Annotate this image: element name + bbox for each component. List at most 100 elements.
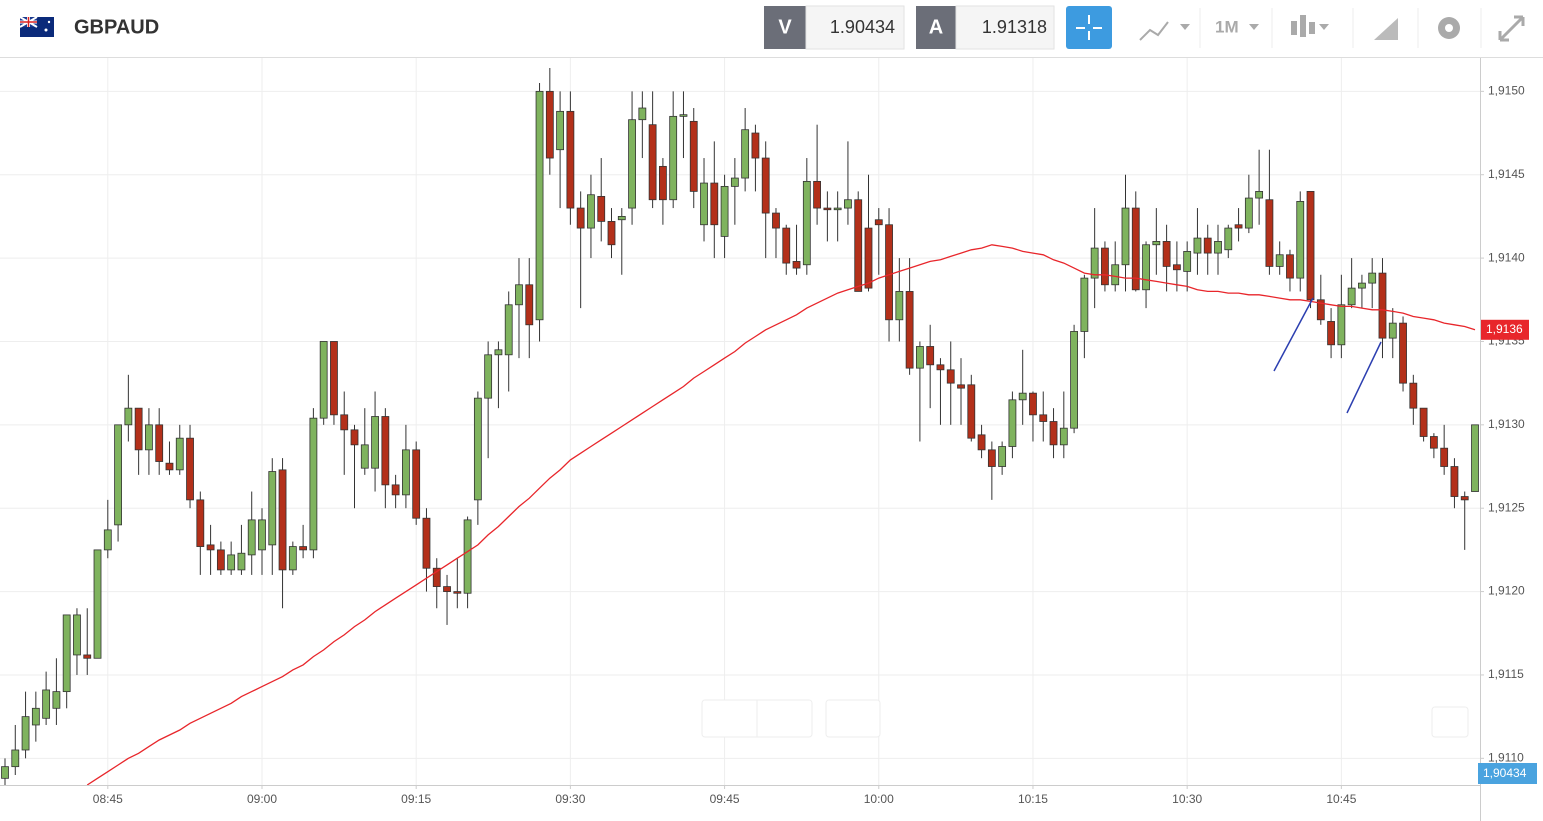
crosshair-button[interactable] bbox=[1066, 6, 1112, 49]
candle-body bbox=[1460, 496, 1469, 501]
chart-type-icon[interactable] bbox=[1139, 21, 1169, 41]
candle-body bbox=[443, 586, 451, 592]
reset-button[interactable] bbox=[825, 699, 881, 738]
candle-body bbox=[1080, 277, 1089, 332]
candle-body bbox=[258, 519, 266, 551]
y-tick-label: 1,9120 bbox=[1488, 584, 1525, 598]
candle-body bbox=[1306, 190, 1315, 301]
candle-body bbox=[504, 304, 513, 356]
candle-icon[interactable] bbox=[1291, 15, 1315, 37]
candle-body bbox=[350, 429, 359, 446]
candle-body bbox=[1090, 247, 1099, 279]
candle-body bbox=[792, 261, 801, 269]
candle-body bbox=[926, 346, 935, 366]
candle-body bbox=[1, 766, 9, 779]
candle-body bbox=[453, 591, 462, 594]
candle-body bbox=[1409, 382, 1418, 409]
candle-body bbox=[782, 227, 791, 264]
candle-body bbox=[473, 397, 482, 501]
candle-body bbox=[1429, 436, 1438, 449]
candle-body bbox=[998, 446, 1007, 467]
ask-button[interactable] bbox=[916, 6, 956, 49]
ma-price-marker bbox=[1481, 319, 1529, 340]
trend-line[interactable] bbox=[1346, 341, 1382, 414]
candle-body bbox=[1255, 190, 1264, 199]
candle-body bbox=[432, 567, 441, 587]
x-tick-label: 09:30 bbox=[555, 792, 585, 806]
candle-body bbox=[895, 291, 904, 321]
dropdown-arrow bbox=[1180, 24, 1190, 30]
candle-body bbox=[700, 182, 708, 226]
candle-body bbox=[689, 120, 698, 192]
candle-body bbox=[1224, 227, 1233, 251]
candle-body bbox=[1316, 299, 1325, 321]
candle-body bbox=[823, 207, 832, 211]
candle-body bbox=[885, 224, 893, 321]
candle-body bbox=[1214, 241, 1222, 254]
candle-body bbox=[1142, 244, 1150, 291]
candle-body bbox=[597, 195, 606, 222]
candle-body bbox=[587, 194, 595, 229]
ask-label: A bbox=[929, 16, 943, 38]
candle-body bbox=[309, 417, 318, 551]
candle-body bbox=[402, 449, 410, 496]
candle-body bbox=[1029, 392, 1037, 416]
trend-line[interactable] bbox=[1273, 297, 1314, 372]
fullscreen-icon[interactable] bbox=[1498, 15, 1525, 42]
candle-body bbox=[484, 354, 493, 399]
x-tick-label: 09:00 bbox=[247, 792, 277, 806]
bid-box[interactable] bbox=[805, 5, 905, 50]
candle-body bbox=[710, 182, 719, 226]
settings-icon[interactable] bbox=[1438, 17, 1460, 39]
candle-body bbox=[422, 517, 431, 569]
drawing-icon[interactable] bbox=[1374, 18, 1398, 40]
candle-body bbox=[648, 124, 657, 201]
candle-body bbox=[1327, 321, 1335, 346]
dropdown-arrow bbox=[1319, 24, 1329, 30]
moving-average bbox=[86, 244, 1476, 785]
x-tick-label: 10:00 bbox=[864, 792, 894, 806]
candle-body bbox=[1347, 287, 1356, 306]
candle-body bbox=[165, 462, 174, 471]
scroll-button[interactable] bbox=[1431, 706, 1469, 738]
bid-label: V bbox=[778, 16, 792, 38]
x-tick-label: 08:45 bbox=[93, 792, 123, 806]
candle-body bbox=[1471, 424, 1479, 492]
x-tick-label: 10:15 bbox=[1018, 792, 1048, 806]
candle-body bbox=[155, 424, 164, 462]
timeframe[interactable]: 1M bbox=[1215, 17, 1239, 36]
ask-box[interactable] bbox=[955, 5, 1055, 50]
candle-body bbox=[535, 90, 544, 321]
candle-body bbox=[556, 110, 565, 151]
candle-body bbox=[525, 284, 534, 326]
candle-body bbox=[802, 180, 811, 266]
candle-body bbox=[515, 284, 523, 306]
candle-body bbox=[1286, 254, 1294, 279]
candle-body bbox=[1131, 207, 1140, 291]
candle-body bbox=[905, 291, 914, 369]
candle-body bbox=[247, 519, 256, 556]
candle-body bbox=[679, 114, 688, 117]
candle-body bbox=[463, 519, 472, 594]
bid-button[interactable] bbox=[764, 6, 806, 49]
candle-body bbox=[62, 614, 71, 693]
candle-body bbox=[946, 369, 955, 384]
candle-body bbox=[1049, 421, 1058, 446]
candle-body bbox=[1265, 199, 1274, 267]
candle-body bbox=[237, 552, 246, 571]
candle-body bbox=[576, 207, 585, 229]
axis-labels: 1,91101,91151,91201,91251,91301,91351,91… bbox=[93, 84, 1537, 806]
candle-body bbox=[1419, 407, 1428, 437]
candle-body bbox=[1070, 331, 1078, 429]
y-tick-label: 1,9125 bbox=[1488, 500, 1525, 514]
candle-body bbox=[494, 349, 503, 356]
candle-body bbox=[1440, 447, 1449, 467]
x-tick-label: 09:45 bbox=[710, 792, 740, 806]
candle-body bbox=[1388, 322, 1397, 339]
candle-body bbox=[1234, 224, 1243, 229]
plot bbox=[1, 68, 1479, 785]
candle-body bbox=[761, 157, 770, 214]
candle-body bbox=[175, 437, 184, 471]
